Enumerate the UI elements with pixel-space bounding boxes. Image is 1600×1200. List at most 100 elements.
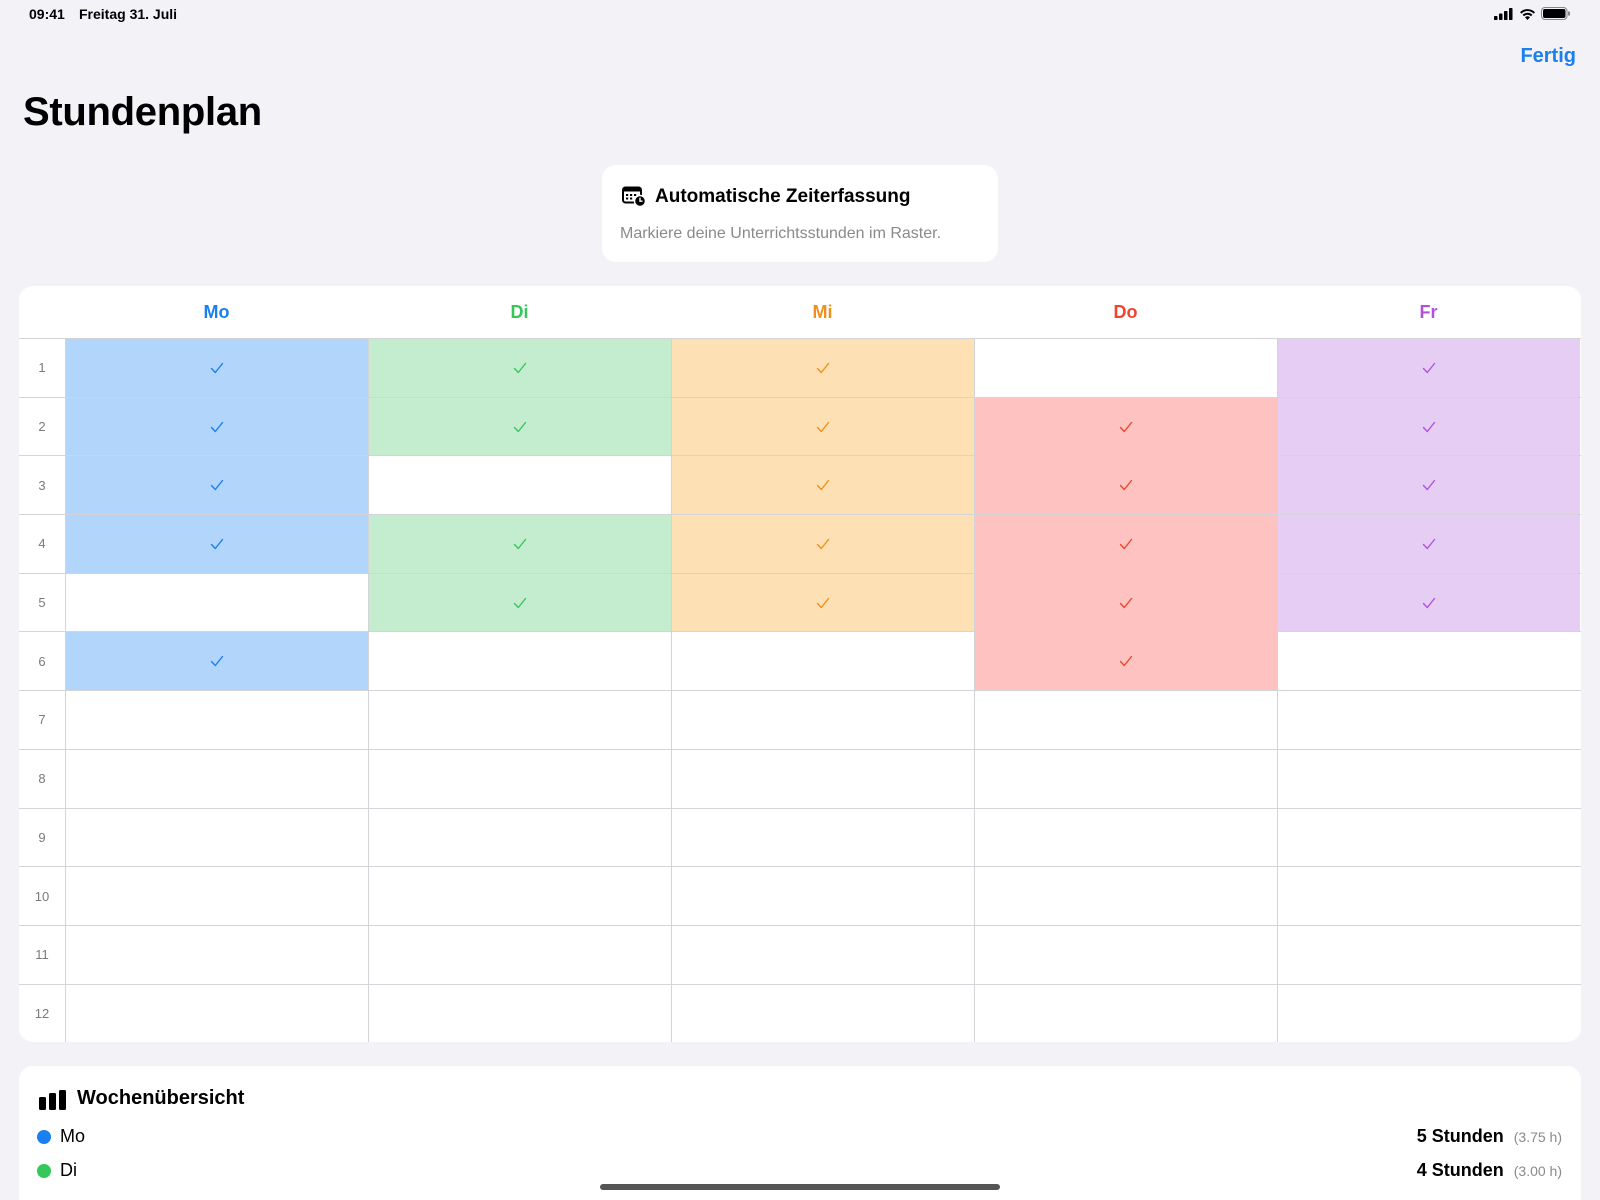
slot-cell-do-9[interactable]	[974, 808, 1277, 867]
period-row: 6	[19, 631, 1581, 691]
period-number: 12	[34, 1005, 50, 1021]
slot-cell-di-2[interactable]	[368, 397, 671, 456]
summary-day-label: Di	[60, 1160, 77, 1180]
slot-cell-do-7[interactable]	[974, 691, 1277, 749]
slot-cell-mi-1[interactable]	[671, 339, 974, 397]
slot-cell-mo-5[interactable]	[65, 573, 368, 632]
slot-cell-do-6[interactable]	[974, 632, 1277, 691]
slot-cell-mo-9[interactable]	[65, 808, 368, 867]
slot-cell-do-2[interactable]	[974, 397, 1277, 456]
slot-cell-mi-4[interactable]	[671, 515, 974, 573]
slot-cell-mi-12[interactable]	[671, 984, 974, 1042]
period-number: 8	[38, 771, 46, 787]
summary-day-label: Mo	[60, 1126, 86, 1146]
slot-cell-mi-6[interactable]	[671, 632, 974, 691]
period-number: 3	[38, 477, 46, 493]
period-row: 10	[19, 866, 1581, 925]
slot-cell-di-4[interactable]	[368, 515, 671, 573]
slot-cell-fr-8[interactable]	[1277, 749, 1580, 808]
period-number: 6	[38, 653, 46, 669]
slot-cell-di-10[interactable]	[368, 867, 671, 925]
slot-cell-mi-10[interactable]	[671, 867, 974, 925]
slot-cell-mo-2[interactable]	[65, 397, 368, 456]
slot-cell-fr-3[interactable]	[1277, 456, 1580, 515]
slot-cell-mi-11[interactable]	[671, 925, 974, 984]
slot-cell-di-3[interactable]	[368, 456, 671, 515]
checkmark-icon	[1422, 421, 1436, 432]
period-number: 1	[38, 360, 46, 376]
slot-cell-fr-6[interactable]	[1277, 632, 1580, 691]
slot-cell-di-12[interactable]	[368, 984, 671, 1042]
cellular-signal-icon	[1494, 7, 1513, 20]
checkmark-icon	[816, 362, 830, 374]
period-number: 2	[38, 419, 46, 435]
slot-cell-fr-11[interactable]	[1277, 925, 1580, 984]
slot-cell-mo-1[interactable]	[65, 339, 368, 397]
slot-cell-di-5[interactable]	[368, 573, 671, 632]
status-bar: 09:41 Freitag 31. Juli	[0, 0, 1600, 28]
slot-cell-do-11[interactable]	[974, 925, 1277, 984]
slot-cell-mo-10[interactable]	[65, 867, 368, 925]
checkmark-icon	[1422, 597, 1436, 608]
slot-cell-mi-9[interactable]	[671, 808, 974, 867]
day-header-fr: Fr	[1419, 302, 1438, 322]
slot-cell-fr-10[interactable]	[1277, 867, 1580, 925]
slot-cell-do-3[interactable]	[974, 456, 1277, 515]
slot-cell-mo-7[interactable]	[65, 691, 368, 749]
slot-cell-mi-2[interactable]	[671, 397, 974, 456]
summary-row-mo: Mo 5 Stunden (3.75 h)	[19, 1124, 1581, 1150]
slot-cell-fr-12[interactable]	[1277, 984, 1580, 1042]
slot-cell-fr-2[interactable]	[1277, 397, 1580, 456]
slot-cell-fr-7[interactable]	[1277, 691, 1580, 749]
slot-cell-di-6[interactable]	[368, 632, 671, 691]
timetable-grid: Mo Di Mi Do Fr 1 2 3 4 5 6 7 8 9 10 11 12	[19, 286, 1581, 1042]
slot-cell-mo-12[interactable]	[65, 984, 368, 1042]
period-number: 5	[38, 595, 46, 611]
slot-cell-di-7[interactable]	[368, 691, 671, 749]
done-button[interactable]: Fertig	[1520, 45, 1576, 67]
slot-cell-mo-4[interactable]	[65, 515, 368, 573]
slot-cell-di-1[interactable]	[368, 339, 671, 397]
day-header-do: Do	[1113, 302, 1138, 322]
summary-hours-decimal: (3.00 h)	[1513, 1163, 1562, 1179]
slot-cell-mi-8[interactable]	[671, 749, 974, 808]
checkmark-icon	[210, 538, 224, 550]
day-header-mi: Mi	[812, 302, 833, 322]
summary-hours-value: 4 Stunden	[1416, 1160, 1504, 1180]
summary-hours-decimal: (3.75 h)	[1513, 1129, 1562, 1145]
slot-cell-mo-8[interactable]	[65, 749, 368, 808]
slot-cell-fr-9[interactable]	[1277, 808, 1580, 867]
status-time: 09:41	[29, 6, 65, 22]
period-number: 9	[38, 829, 46, 845]
wifi-icon	[1520, 8, 1535, 20]
slot-cell-mo-6[interactable]	[65, 632, 368, 691]
slot-cell-do-1[interactable]	[974, 339, 1277, 397]
checkmark-icon	[1119, 421, 1133, 432]
slot-cell-di-9[interactable]	[368, 808, 671, 867]
slot-cell-do-12[interactable]	[974, 984, 1277, 1042]
slot-cell-mo-11[interactable]	[65, 925, 368, 984]
checkmark-icon	[816, 480, 830, 491]
slot-cell-fr-5[interactable]	[1277, 573, 1580, 632]
slot-cell-di-11[interactable]	[368, 925, 671, 984]
slot-cell-mo-3[interactable]	[65, 456, 368, 515]
slot-cell-fr-1[interactable]	[1277, 339, 1580, 397]
auto-tracking-card: Automatische Zeiterfassung Markiere dein…	[602, 165, 998, 262]
period-number: 7	[38, 712, 46, 728]
slot-cell-mi-3[interactable]	[671, 456, 974, 515]
slot-cell-do-4[interactable]	[974, 515, 1277, 573]
checkmark-icon	[1422, 480, 1436, 491]
home-indicator[interactable]	[600, 1184, 1000, 1190]
slot-cell-fr-4[interactable]	[1277, 515, 1580, 573]
slot-cell-do-5[interactable]	[974, 573, 1277, 632]
slot-cell-mi-5[interactable]	[671, 573, 974, 632]
checkmark-icon	[513, 538, 527, 550]
checkmark-icon	[210, 480, 224, 491]
checkmark-icon	[1119, 480, 1133, 491]
checkmark-icon	[1119, 597, 1133, 608]
slot-cell-do-8[interactable]	[974, 749, 1277, 808]
slot-cell-do-10[interactable]	[974, 867, 1277, 925]
slot-cell-di-8[interactable]	[368, 749, 671, 808]
slot-cell-mi-7[interactable]	[671, 691, 974, 749]
period-number: 11	[35, 947, 49, 963]
